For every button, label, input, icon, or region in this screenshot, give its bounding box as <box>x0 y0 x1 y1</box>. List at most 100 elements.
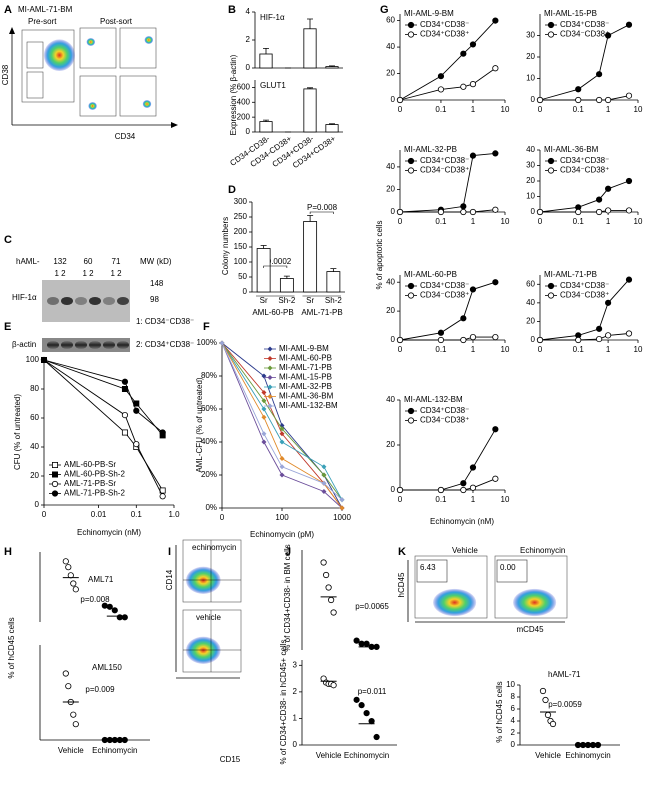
y-tick-label: 1 <box>293 714 298 723</box>
marker <box>116 614 123 621</box>
series-line <box>400 429 496 491</box>
y-tick-label: 600 <box>237 83 251 92</box>
marker <box>460 336 467 344</box>
flow-cloud <box>185 566 221 594</box>
y-tick-label: 50 <box>238 272 247 281</box>
x-tick-label: Echinomycin <box>92 746 137 755</box>
axis-label: hCD45 <box>397 572 406 597</box>
series-line <box>540 333 630 341</box>
marker <box>101 736 108 744</box>
y-axis-label: AML-CFU (% of untreated) <box>195 377 204 472</box>
marker <box>121 614 128 621</box>
marker <box>62 558 69 565</box>
marker <box>460 480 467 487</box>
blot-key: 1: CD34⁻CD38⁻ <box>136 317 194 326</box>
y-tick-label: 40 <box>30 442 39 451</box>
bar <box>303 88 317 133</box>
marker <box>492 279 499 286</box>
y-tick-label: 60% <box>201 404 217 413</box>
y-tick-label: 0 <box>243 287 248 296</box>
bar <box>303 221 318 293</box>
arrow-head <box>171 122 178 128</box>
marker <box>575 86 582 93</box>
marker <box>536 208 544 216</box>
plot-label: Echinomycin <box>520 546 565 555</box>
gate-value: 0.00 <box>500 563 516 572</box>
marker <box>437 336 445 344</box>
marker <box>437 73 445 80</box>
marker <box>469 286 477 293</box>
x-tick-label: 10 <box>501 345 510 354</box>
lane-label: 1 2 <box>82 269 94 278</box>
x-tick-label: 1 <box>606 217 611 226</box>
marker <box>542 696 549 704</box>
axis-label: CD38 <box>1 64 10 85</box>
error-bar <box>330 268 337 272</box>
y-tick-label: 2 <box>246 35 251 44</box>
marker <box>133 440 140 448</box>
marker <box>261 398 267 404</box>
legend-label: CD34⁻CD38⁺ <box>560 30 609 39</box>
marker <box>460 315 467 322</box>
chart-title: MI-AML-15-PB <box>544 9 597 18</box>
marker <box>469 41 477 48</box>
x-tick-label: Echinomycin <box>565 751 610 760</box>
y-tick-label: 3 <box>293 660 298 669</box>
x-tick-label: 1 <box>471 105 476 114</box>
plot-label: echinomycin <box>192 543 236 552</box>
legend-marker <box>267 346 273 352</box>
y-tick-label: 10 <box>526 192 535 201</box>
marker <box>469 334 477 341</box>
legend-label: CD34⁺CD38⁻ <box>560 156 609 165</box>
chart-title: AML150 <box>92 663 122 672</box>
marker <box>121 736 128 744</box>
legend-marker <box>51 480 59 488</box>
legend-label: CD34⁻CD38⁺ <box>420 291 469 300</box>
y-axis-label: % of CD34+CD38- in BM cells <box>283 544 292 651</box>
y-tick-label: 0 <box>391 485 396 494</box>
plot-label: Vehicle <box>452 546 478 555</box>
flow-cloud <box>142 100 152 108</box>
marker <box>121 378 129 385</box>
series-line <box>539 180 630 213</box>
marker <box>101 602 108 609</box>
annotation: p=0.008 <box>80 595 110 604</box>
marker <box>605 299 612 306</box>
plot-label: vehicle <box>196 613 221 622</box>
blot-band <box>117 341 129 349</box>
legend-label: MI-AML-9-BM <box>279 344 329 353</box>
marker <box>575 96 582 104</box>
chart-title: MI-AML-9-BM <box>404 9 454 18</box>
x-tick-label: Sr <box>260 296 268 305</box>
y-tick-label: 40 <box>526 145 535 154</box>
marker <box>279 464 285 470</box>
marker <box>437 86 445 93</box>
x-tick-label: 0.1 <box>573 345 585 354</box>
flow-cloud <box>43 39 76 72</box>
y-axis-label: % of hCD45 cells <box>495 681 504 742</box>
blot-band <box>47 341 59 349</box>
error-bar <box>260 245 267 249</box>
marker <box>492 206 499 213</box>
marker <box>325 584 332 591</box>
marker <box>492 17 499 24</box>
y-tick-label: 2 <box>293 687 298 696</box>
marker <box>65 564 72 571</box>
marker <box>363 710 370 717</box>
lane-label: 1 2 <box>54 269 66 278</box>
marker <box>339 497 345 503</box>
legend-marker <box>267 365 273 371</box>
legend-label: CD34⁺CD38⁻ <box>560 281 609 290</box>
axis-label: mCD45 <box>516 625 544 634</box>
annotation: p=0.0065 <box>355 602 389 611</box>
error-bar <box>329 65 335 67</box>
panel-letter: H <box>4 546 12 558</box>
marker <box>353 637 360 644</box>
x-tick-label: 0.1 <box>435 217 447 226</box>
marker <box>625 276 633 283</box>
panel-subtitle: Pre-sort <box>28 17 57 26</box>
y-tick-label: 0 <box>391 95 396 104</box>
y-tick-label: 0% <box>205 503 217 512</box>
marker <box>321 472 327 478</box>
